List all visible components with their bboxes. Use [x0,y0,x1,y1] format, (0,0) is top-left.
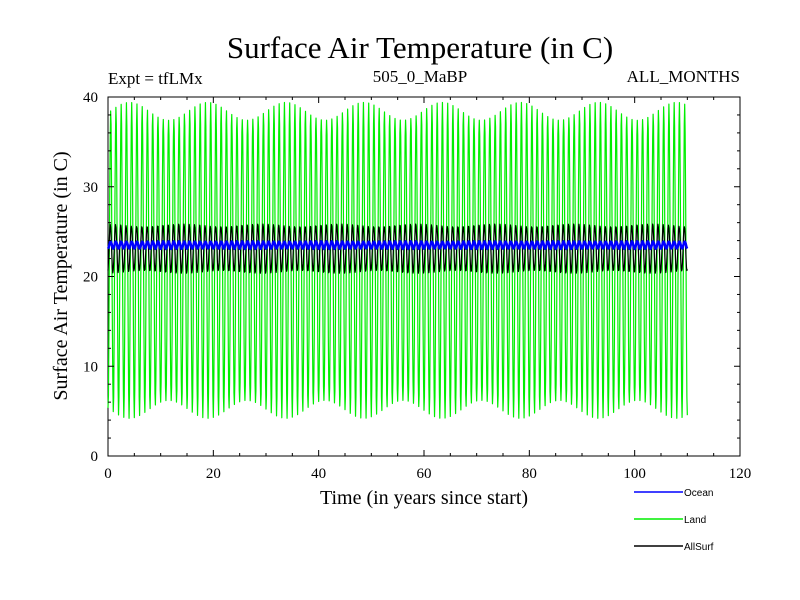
x-tick-label: 60 [417,466,432,482]
y-axis-label: Surface Air Temperature (in C) [50,151,72,400]
months-label: ALL_MONTHS [627,67,740,86]
x-tick-label: 100 [623,466,646,482]
y-tick-label: 40 [83,90,98,106]
axis-ticks: 0 20 40 60 80 100 120 0 10 20 30 40 [83,90,751,482]
y-tick-label: 10 [83,359,98,375]
y-tick-label: 20 [83,270,98,286]
x-tick-label: 40 [311,466,326,482]
chart-title: Surface Air Temperature (in C) [227,30,613,65]
y-tick-label: 0 [91,449,99,465]
experiment-label: Expt = tfLMx [108,69,203,88]
x-tick-label: 20 [206,466,221,482]
legend-label-land: Land [684,515,706,526]
x-tick-label: 0 [104,466,112,482]
series-layer [106,101,689,419]
period-label: 505_0_MaBP [373,67,467,86]
x-tick-label: 80 [522,466,537,482]
y-tick-label: 30 [83,180,98,196]
x-tick-label: 120 [729,466,752,482]
legend-label-allsurf: AllSurf [684,542,714,553]
legend-label-ocean: Ocean [684,488,713,499]
series-line-land [107,101,688,419]
series-line-ocean [106,240,689,251]
x-axis-label: Time (in years since start) [320,487,528,509]
legend: Ocean Land AllSurf [634,488,714,553]
